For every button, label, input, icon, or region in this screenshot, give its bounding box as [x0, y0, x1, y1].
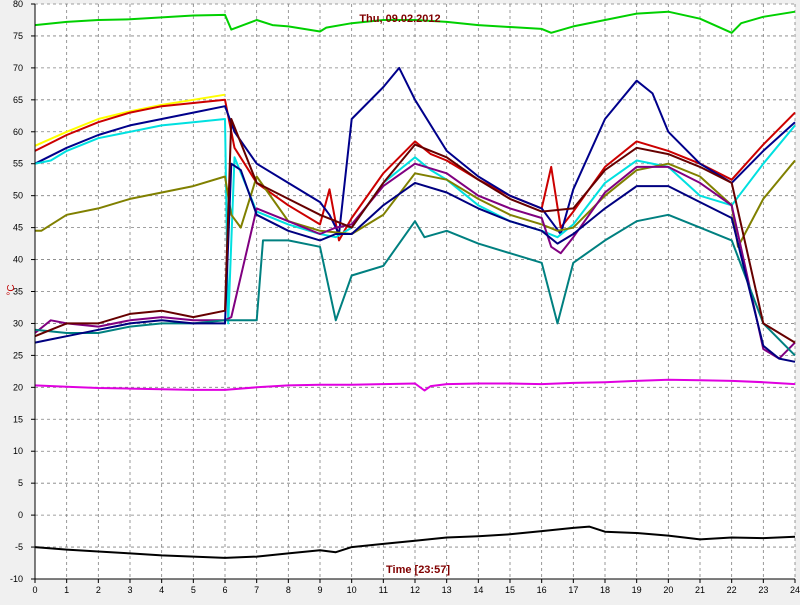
- x-tick-label: 23: [758, 585, 768, 595]
- x-tick-label: 14: [473, 585, 483, 595]
- x-tick-label: 18: [600, 585, 610, 595]
- y-tick-label: -5: [15, 542, 23, 552]
- series-line-8: [34, 213, 796, 357]
- x-tick-label: 10: [347, 585, 357, 595]
- y-tick-label: 10: [13, 446, 23, 456]
- y-tick-label: -10: [10, 574, 23, 584]
- x-tick-label: 20: [663, 585, 673, 595]
- x-tick-label: 0: [32, 585, 37, 595]
- series-line-3: [34, 98, 796, 242]
- x-tick-label: 21: [695, 585, 705, 595]
- y-tick-label: 30: [13, 318, 23, 328]
- x-tick-label: 17: [568, 585, 578, 595]
- series-line-9: [34, 162, 796, 363]
- y-tick-label: 55: [13, 159, 23, 169]
- x-tick-label: 5: [191, 585, 196, 595]
- y-tick-label: 60: [13, 127, 23, 137]
- series-line-12: [34, 525, 796, 559]
- series-layer: [34, 10, 796, 559]
- y-tick-label: 50: [13, 191, 23, 201]
- x-tick-label: 6: [222, 585, 227, 595]
- x-tick-label: 16: [537, 585, 547, 595]
- series-line-4: [34, 66, 796, 235]
- x-tick-label: 4: [159, 585, 164, 595]
- x-tick-label: 3: [127, 585, 132, 595]
- x-tick-label: 15: [505, 585, 515, 595]
- x-axis-label: Time [23:57]: [386, 564, 450, 576]
- y-tick-label: 70: [13, 63, 23, 73]
- series-line-1: [34, 10, 796, 34]
- series-line-7: [34, 162, 796, 360]
- x-tick-label: 8: [286, 585, 291, 595]
- y-tick-label: 5: [18, 478, 23, 488]
- y-tick-label: 35: [13, 287, 23, 297]
- axis-layer: 0 1 2 3 4 5 6 7 8 9 10 11 12 13 14 15 16 17 18 19 20 21 22 23 24…: [10, 0, 800, 595]
- y-axis-label: °C: [6, 284, 17, 295]
- y-tick-label: 75: [13, 31, 23, 41]
- y-tick-label: 45: [13, 223, 23, 233]
- y-tick-label: 65: [13, 95, 23, 105]
- y-tick-label: 25: [13, 350, 23, 360]
- y-tick-label: 0: [18, 510, 23, 520]
- x-tick-label: 2: [96, 585, 101, 595]
- series-line-10: [34, 118, 796, 344]
- y-tick-label: 40: [13, 255, 23, 265]
- x-tick-label: 19: [632, 585, 642, 595]
- x-tick-label: 13: [442, 585, 452, 595]
- x-tick-label: 7: [254, 585, 259, 595]
- y-tick-label: 80: [13, 0, 23, 9]
- x-tick-label: 11: [379, 585, 388, 595]
- x-tick-label: 1: [64, 585, 69, 595]
- chart-title: Thu, 09.02.2012: [359, 13, 440, 25]
- y-tick-label: 20: [13, 382, 23, 392]
- series-line-11: [34, 378, 796, 392]
- x-tick-label: 24: [790, 585, 800, 595]
- y-tick-label: 15: [13, 414, 23, 424]
- series-line-2: [34, 93, 226, 147]
- x-tick-label: 12: [410, 585, 420, 595]
- x-tick-label: 9: [317, 585, 322, 595]
- x-tick-label: 22: [727, 585, 737, 595]
